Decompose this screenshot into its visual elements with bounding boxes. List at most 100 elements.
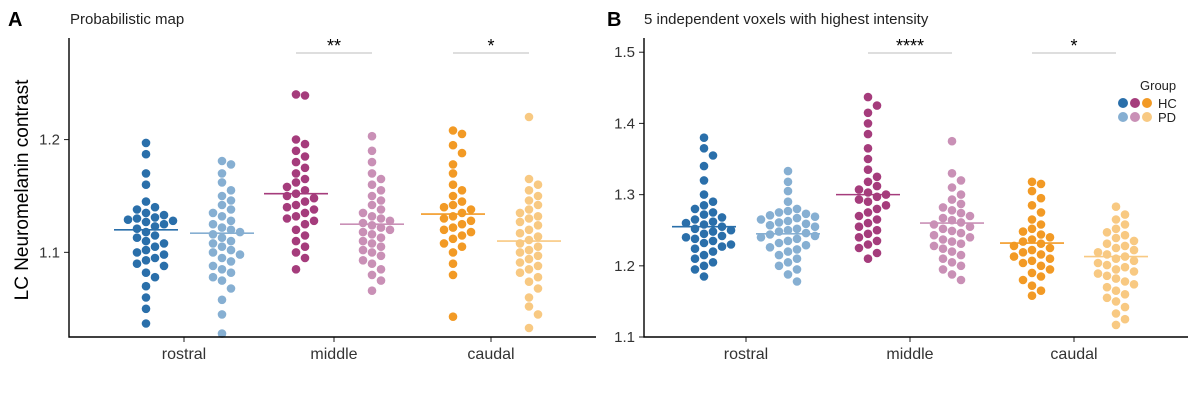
panel-a-sig-label-caudal: * (487, 36, 494, 56)
panel-a-point-caudal-pd-32 (533, 310, 543, 319)
panel-b-point-caudal-hc-2 (1027, 186, 1037, 196)
panel-b-point-caudal-pd-21 (1111, 265, 1121, 274)
panel-b-point-rostral-hc-1 (699, 144, 709, 153)
panel-a-point-rostral-pd-26 (208, 261, 218, 271)
panel-b-point-rostral-hc-6 (708, 197, 718, 206)
panel-b-point-middle-pd-28 (938, 254, 948, 263)
panel-b-point-caudal-hc-24 (1036, 261, 1046, 271)
panel-b-point-rostral-pd-25 (783, 236, 793, 246)
panel-b-y-tick-label-1: 1.2 (614, 258, 635, 275)
panel-b-point-caudal-pd-26 (1120, 277, 1130, 286)
panel-a-point-rostral-pd-3 (217, 178, 227, 187)
panel-a-point-rostral-pd-4 (226, 186, 236, 195)
panel-b-point-caudal-pd-20 (1120, 262, 1130, 272)
panel-b-point-caudal-hc-29 (1027, 281, 1037, 291)
panel-b-point-middle-hc-6 (863, 154, 873, 164)
panel-b-point-caudal-hc-20 (1009, 252, 1019, 261)
panel-b-point-rostral-hc-4 (699, 176, 709, 185)
legend-pd-caudal-swatch (1142, 112, 1152, 122)
panel-a-point-caudal-pd-20 (515, 248, 525, 257)
panel-b-point-middle-pd-6 (956, 199, 966, 209)
panel-a-point-rostral-pd-15 (235, 227, 245, 237)
panel-a-point-rostral-hc-20 (141, 236, 151, 246)
panel-b-point-caudal-pd-29 (1111, 286, 1121, 296)
panel-a-point-middle-pd-31 (367, 270, 377, 280)
panel-b-point-caudal-hc-7 (1036, 220, 1046, 229)
panel-a-point-middle-hc-23 (309, 216, 319, 226)
panel-a-point-rostral-pd-28 (226, 268, 236, 278)
panel-b-point-caudal-pd-0 (1111, 202, 1121, 211)
legend-row-hc: HC (1118, 96, 1177, 111)
panel-a-point-middle-pd-26 (367, 248, 377, 257)
panel-b-point-middle-pd-29 (947, 258, 957, 267)
panel-b-point-rostral-hc-20 (699, 229, 709, 239)
panel-b-point-rostral-pd-24 (792, 234, 802, 244)
panel-a-point-caudal-pd-0 (524, 112, 534, 122)
panel-b-point-caudal-pd-12 (1129, 245, 1139, 255)
panel-a-point-caudal-pd-23 (515, 258, 525, 267)
panel-b-point-caudal-hc-17 (1027, 245, 1037, 255)
panel-a-point-caudal-hc-5 (448, 169, 458, 178)
legend: Group HC PD (1118, 78, 1177, 125)
panel-b-point-caudal-pd-22 (1129, 267, 1139, 276)
panel-a-point-caudal-pd-28 (524, 277, 534, 287)
panel-a-point-middle-pd-7 (367, 191, 377, 201)
panel-a-point-rostral-hc-6 (132, 205, 142, 214)
panel-a-point-middle-pd-20 (367, 230, 377, 239)
panel-a-point-middle-pd-23 (367, 239, 377, 248)
panel-a-y-tick-label-0: 1.1 (39, 244, 60, 261)
panel-b-point-rostral-pd-35 (792, 265, 802, 274)
panel-b-point-rostral-pd-18 (783, 225, 793, 235)
panel-b-point-rostral-hc-21 (717, 231, 727, 241)
panel-a-point-rostral-pd-17 (217, 233, 227, 242)
panel-a-point-caudal-hc-3 (457, 148, 467, 158)
panel-b-point-middle-pd-21 (938, 235, 948, 244)
panel-b-point-caudal-hc-25 (1045, 265, 1055, 274)
panel-b-point-caudal-pd-5 (1102, 228, 1112, 237)
panel-a-point-caudal-hc-16 (466, 216, 476, 226)
panel-a-point-rostral-pd-22 (208, 248, 218, 257)
panel-b-point-caudal-hc-22 (1027, 256, 1037, 266)
panel-a-point-rostral-pd-23 (235, 250, 245, 259)
panel-a-point-caudal-pd-29 (533, 284, 543, 293)
panel-a-point-caudal-pd-13 (524, 225, 534, 235)
panel-a-point-caudal-hc-15 (439, 214, 449, 223)
legend-hc-label: HC (1158, 96, 1177, 111)
panel-b-point-middle-hc-23 (854, 222, 864, 231)
panel-a-point-rostral-pd-32 (217, 295, 227, 305)
panel-a-point-caudal-hc-2 (448, 140, 458, 150)
panel-b-significance: **** * (868, 36, 1116, 56)
panel-a-point-middle-pd-10 (376, 205, 386, 214)
panel-b-point-middle-hc-28 (863, 240, 873, 249)
panel-b-point-middle-pd-3 (947, 183, 957, 192)
panel-b-point-middle-pd-25 (938, 244, 948, 253)
panel-a-y-tick-label-1: 1.2 (39, 132, 60, 149)
panel-b-y-tick-label-3: 1.4 (614, 115, 635, 132)
panel-a-point-rostral-pd-21 (226, 245, 236, 255)
panel-b-point-rostral-pd-9 (810, 212, 820, 221)
panel-b-point-middle-hc-0 (863, 92, 873, 102)
panel-a-axes (68, 38, 596, 338)
panel-a-point-caudal-hc-24 (457, 242, 467, 251)
panel-a-point-rostral-hc-0 (141, 138, 151, 148)
panel-a-point-caudal-hc-11 (439, 202, 449, 212)
panel-b-point-middle-pd-18 (956, 228, 966, 238)
legend-pd-rostral-swatch (1118, 112, 1128, 122)
panel-b-y-ticks: 1.1 1.2 1.3 1.4 1.5 (614, 44, 644, 346)
panel-a-point-caudal-hc-18 (448, 223, 458, 232)
panel-b-point-caudal-pd-35 (1120, 314, 1130, 324)
panel-b-point-rostral-pd-37 (792, 277, 802, 286)
panel-a-point-rostral-hc-1 (141, 149, 151, 159)
panel-a-point-rostral-hc-5 (150, 202, 160, 212)
panel-a-point-middle-hc-21 (291, 212, 301, 221)
panel-b-point-middle-pd-24 (929, 241, 939, 251)
panel-b-point-middle-hc-8 (872, 172, 882, 182)
panel-b-point-middle-hc-12 (863, 188, 873, 197)
panel-a-point-rostral-pd-29 (208, 272, 218, 282)
panel-a-point-middle-hc-10 (291, 178, 301, 187)
panel-a-point-middle-hc-19 (309, 205, 319, 214)
panel-b-point-rostral-pd-29 (792, 245, 802, 254)
legend-hc-caudal-swatch (1142, 98, 1152, 108)
panel-a-point-middle-pd-14 (385, 216, 395, 226)
panel-a-point-rostral-hc-35 (141, 319, 151, 328)
